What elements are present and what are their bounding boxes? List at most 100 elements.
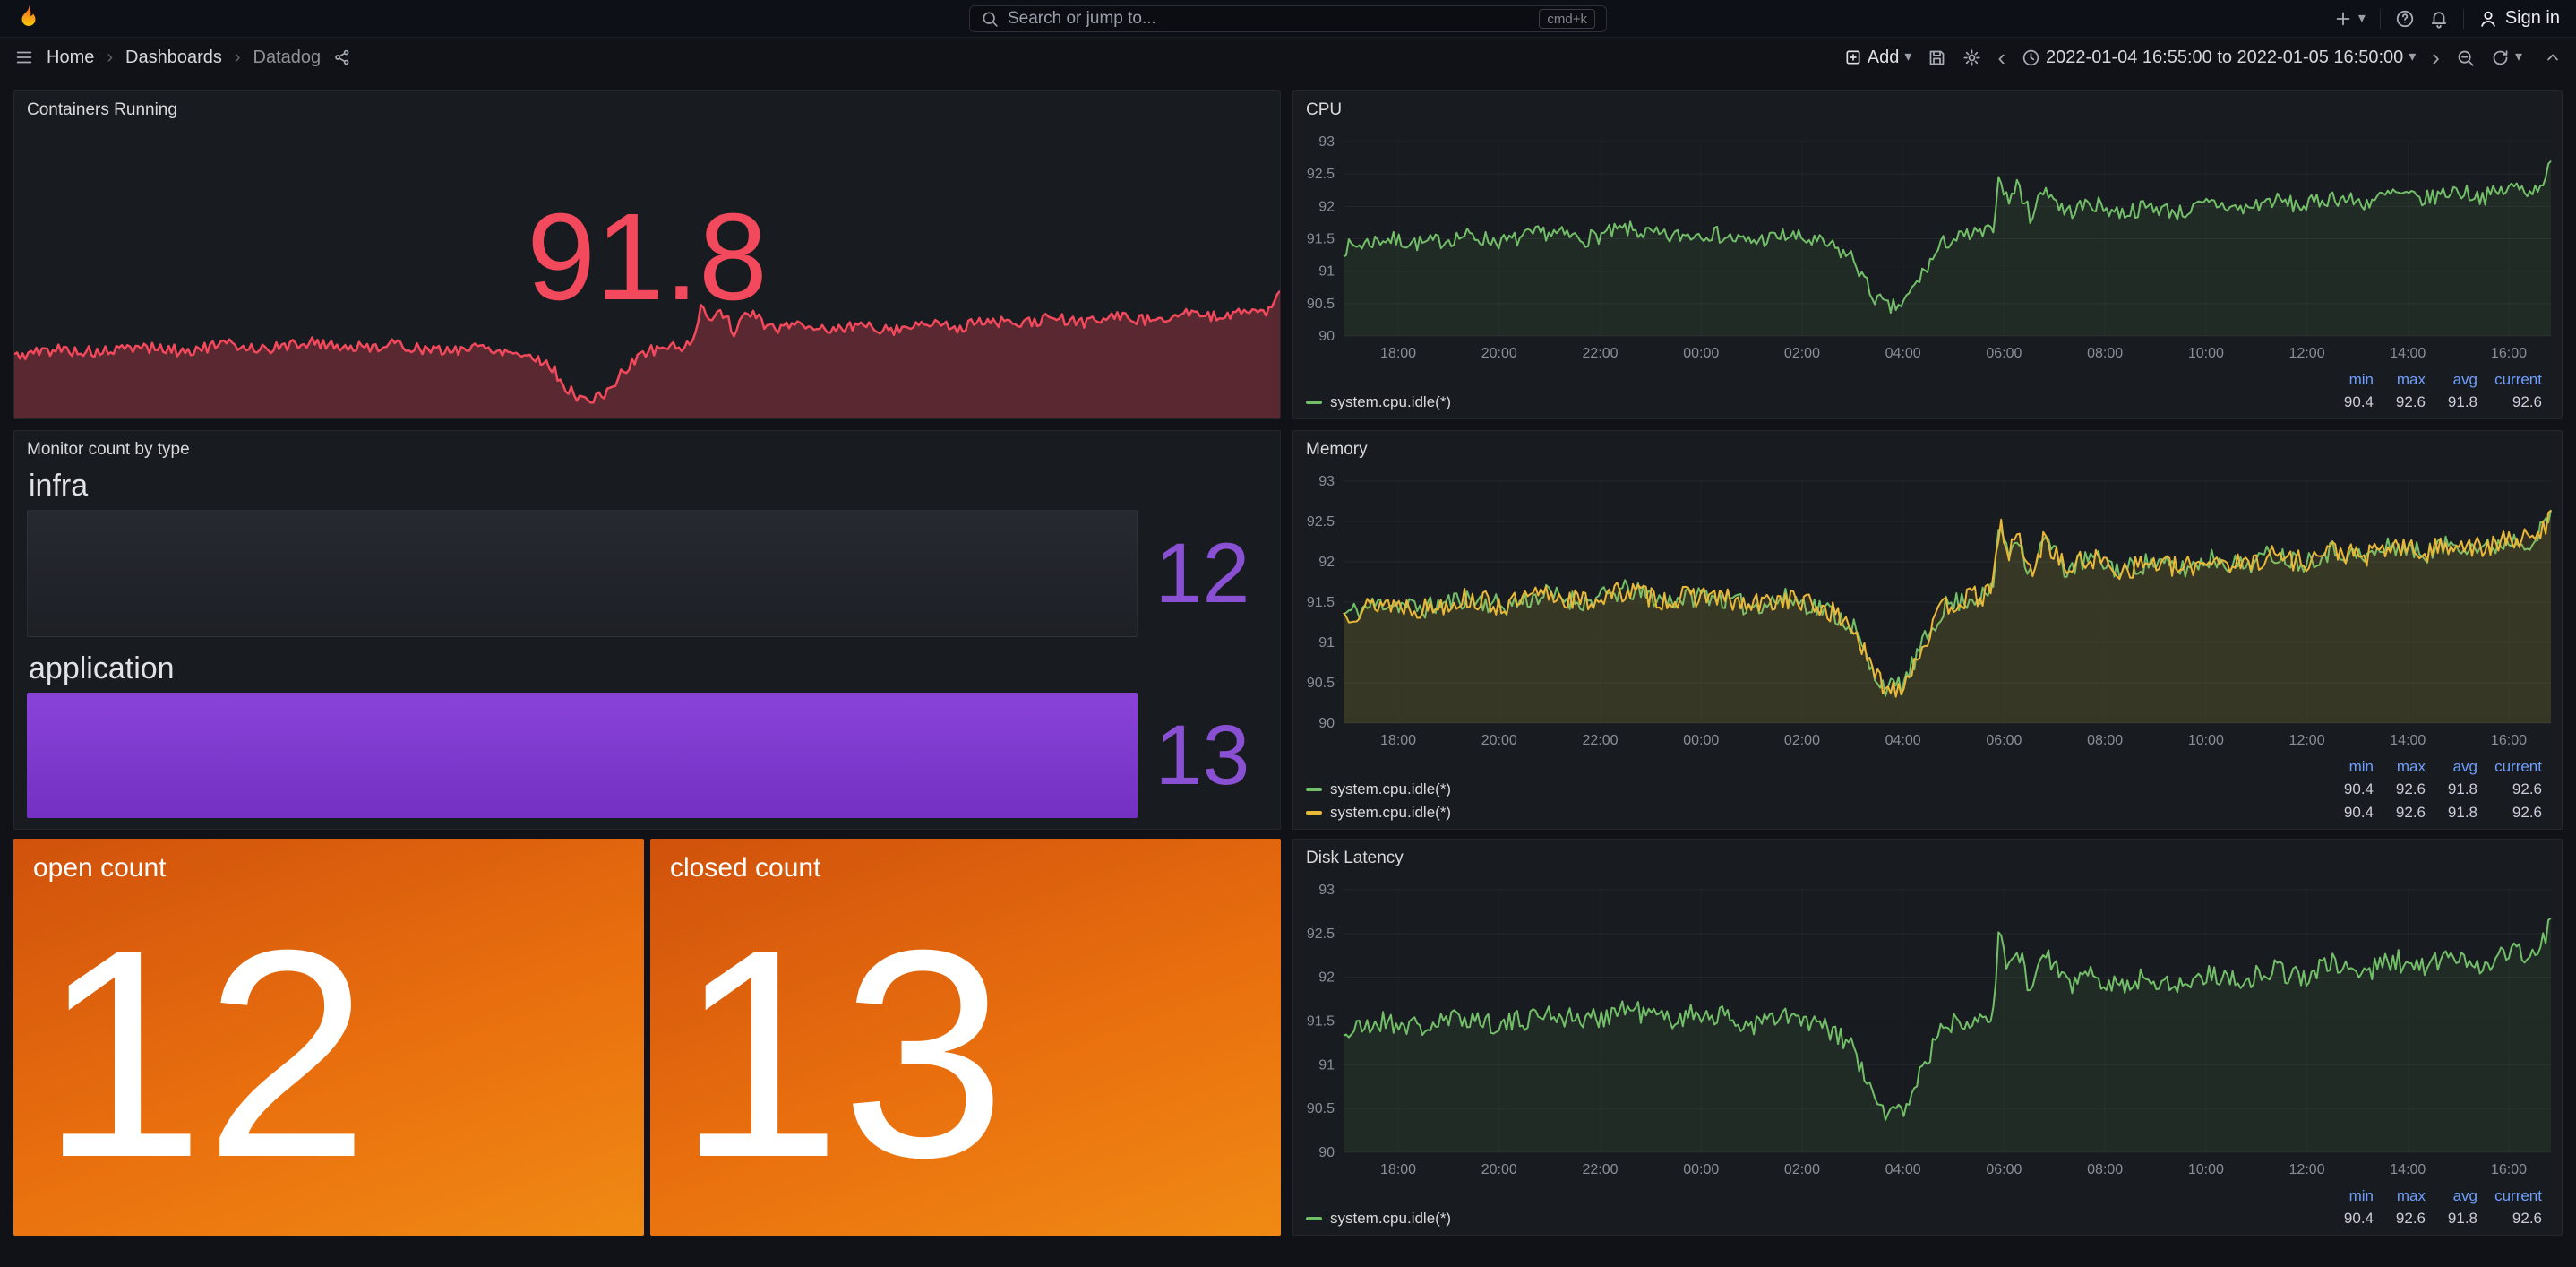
svg-text:92.5: 92.5 xyxy=(1307,927,1335,942)
time-shift-back-button[interactable]: ‹ xyxy=(1997,46,2005,69)
stat-current: 92.6 xyxy=(2512,393,2542,410)
save-icon xyxy=(1928,48,1946,67)
gauge-label-infra: infra xyxy=(29,469,89,503)
svg-text:91.5: 91.5 xyxy=(1307,595,1335,610)
panel-monitor-count: Monitor count by type infra 12 applicati… xyxy=(13,430,1281,830)
series-stats: 90.4 92.6 91.8 92.6 xyxy=(2322,804,2542,822)
time-shift-forward-button[interactable]: › xyxy=(2432,46,2440,69)
series-name[interactable]: system.cpu.idle(*) xyxy=(1330,804,1452,821)
series-name[interactable]: system.cpu.idle(*) xyxy=(1330,780,1452,797)
refresh-button[interactable]: ▾ xyxy=(2491,48,2522,67)
svg-text:93: 93 xyxy=(1318,474,1335,489)
svg-text:16:00: 16:00 xyxy=(2491,346,2527,361)
panel-title[interactable]: CPU xyxy=(1306,100,1343,119)
panel-cpu: CPU 90 90.5 91 91.5 92 92.5 93 18:00 20:00 22:00 0… xyxy=(1292,90,2563,419)
svg-text:16:00: 16:00 xyxy=(2491,1162,2527,1177)
legend-row: system.cpu.idle(*) 90.4 92.6 91.8 92.6 xyxy=(1306,1207,2542,1230)
shortcut-badge: cmd+k xyxy=(1539,9,1595,29)
svg-text:06:00: 06:00 xyxy=(1986,1162,2022,1177)
svg-text:91: 91 xyxy=(1318,635,1335,651)
save-dashboard-button[interactable] xyxy=(1928,48,1946,67)
series-name[interactable]: system.cpu.idle(*) xyxy=(1330,1210,1452,1227)
series-stats: 90.4 92.6 91.8 92.6 xyxy=(2322,1210,2542,1228)
panel-title[interactable]: Disk Latency xyxy=(1306,849,1404,867)
series-name[interactable]: system.cpu.idle(*) xyxy=(1330,393,1452,410)
panel-title[interactable]: Monitor count by type xyxy=(27,440,190,459)
sign-in-button[interactable]: Sign in xyxy=(2478,8,2560,29)
svg-text:10:00: 10:00 xyxy=(2188,346,2224,361)
new-menu-button[interactable]: ▾ xyxy=(2333,9,2366,29)
panel-title[interactable]: Containers Running xyxy=(27,100,177,119)
breadcrumb-dashboards[interactable]: Dashboards xyxy=(125,47,222,67)
stat-min: 90.4 xyxy=(2343,804,2374,821)
panel-title[interactable]: closed count xyxy=(670,853,821,883)
notifications-button[interactable] xyxy=(2429,9,2449,29)
svg-text:02:00: 02:00 xyxy=(1784,733,1820,748)
svg-text:08:00: 08:00 xyxy=(2087,346,2123,361)
legend-row: system.cpu.idle(*) 90.4 92.6 91.8 92.6 xyxy=(1306,801,2542,824)
caret-down-icon: ▾ xyxy=(2357,10,2366,26)
panel-add-icon xyxy=(1844,48,1862,66)
user-icon xyxy=(2478,9,2498,29)
legend-header-current[interactable]: current xyxy=(2494,1187,2542,1204)
panel-disk-latency: Disk Latency 90 90.5 91 91.5 92 92.5 93 18:00 20… xyxy=(1292,839,2563,1236)
disk-latency-chart[interactable]: 90 90.5 91 91.5 92 92.5 93 18:00 20:00 22:00 00:00… xyxy=(1293,877,2562,1185)
breadcrumb-separator: › xyxy=(107,47,114,67)
breadcrumb-home[interactable]: Home xyxy=(47,47,95,67)
panel-title[interactable]: open count xyxy=(33,853,167,883)
collapse-controls-button[interactable] xyxy=(2544,48,2562,66)
search-input[interactable]: Search or jump to... cmd+k xyxy=(969,5,1607,32)
svg-text:20:00: 20:00 xyxy=(1481,1162,1517,1177)
zoom-out-time-button[interactable] xyxy=(2456,48,2475,67)
svg-text:08:00: 08:00 xyxy=(2087,733,2123,748)
legend-header-max[interactable]: max xyxy=(2396,1187,2426,1204)
gauge-row-application: 13 xyxy=(27,693,1267,818)
stat-max: 92.6 xyxy=(2395,1210,2426,1227)
mega-menu-button[interactable] xyxy=(14,47,34,67)
breadcrumb-current[interactable]: Datadog xyxy=(253,47,322,67)
svg-text:14:00: 14:00 xyxy=(2390,346,2426,361)
share-dashboard-button[interactable] xyxy=(333,48,351,66)
svg-text:90: 90 xyxy=(1318,716,1335,731)
legend-header-avg[interactable]: avg xyxy=(2452,1187,2477,1204)
add-panel-button[interactable]: Add ▾ xyxy=(1844,47,1911,68)
memory-chart[interactable]: 90 90.5 91 91.5 92 92.5 93 18:00 20:00 22:00 00:00… xyxy=(1293,469,2562,756)
svg-text:04:00: 04:00 xyxy=(1885,346,1921,361)
svg-text:18:00: 18:00 xyxy=(1380,733,1416,748)
divider xyxy=(2379,8,2381,29)
gauge-label-application: application xyxy=(29,651,175,685)
gear-icon xyxy=(1962,48,1981,67)
legend-header-avg[interactable]: avg xyxy=(2452,371,2477,388)
series-swatch xyxy=(1306,788,1322,791)
svg-text:14:00: 14:00 xyxy=(2390,1162,2426,1177)
legend-header-current[interactable]: current xyxy=(2494,371,2542,388)
legend-header-min[interactable]: min xyxy=(2348,1187,2374,1204)
refresh-icon xyxy=(2491,48,2510,67)
stat-max: 92.6 xyxy=(2395,780,2426,797)
grafana-logo[interactable] xyxy=(16,4,41,33)
svg-text:20:00: 20:00 xyxy=(1481,346,1517,361)
legend-header-max[interactable]: max xyxy=(2396,758,2426,775)
legend-header-avg[interactable]: avg xyxy=(2452,758,2477,775)
svg-text:93: 93 xyxy=(1318,883,1335,898)
legend-header-current[interactable]: current xyxy=(2494,758,2542,775)
dashboard-settings-button[interactable] xyxy=(1962,48,1981,67)
legend-header-min[interactable]: min xyxy=(2348,758,2374,775)
svg-text:91: 91 xyxy=(1318,264,1335,280)
legend-headers: min max avg current xyxy=(1306,756,2542,778)
chevron-right-icon: › xyxy=(2432,44,2440,71)
stat-max: 92.6 xyxy=(2395,393,2426,410)
svg-text:08:00: 08:00 xyxy=(2087,1162,2123,1177)
cpu-chart[interactable]: 90 90.5 91 91.5 92 92.5 93 18:00 20:00 22:00 00:00… xyxy=(1293,129,2562,369)
legend-header-max[interactable]: max xyxy=(2396,371,2426,388)
chevron-left-icon: ‹ xyxy=(1997,44,2006,71)
legend-headers: min max avg current xyxy=(1306,369,2542,391)
caret-down-icon: ▾ xyxy=(2409,49,2417,65)
legend-header-min[interactable]: min xyxy=(2348,371,2374,388)
help-button[interactable] xyxy=(2395,9,2415,29)
stat-avg: 91.8 xyxy=(2447,393,2477,410)
time-range-picker[interactable]: 2022-01-04 16:55:00 to 2022-01-05 16:50:… xyxy=(2022,47,2416,68)
add-label: Add xyxy=(1867,47,1900,67)
panel-title[interactable]: Memory xyxy=(1306,440,1368,459)
memory-legend: min max avg current system.cpu.idle(*) 9… xyxy=(1293,756,2562,829)
